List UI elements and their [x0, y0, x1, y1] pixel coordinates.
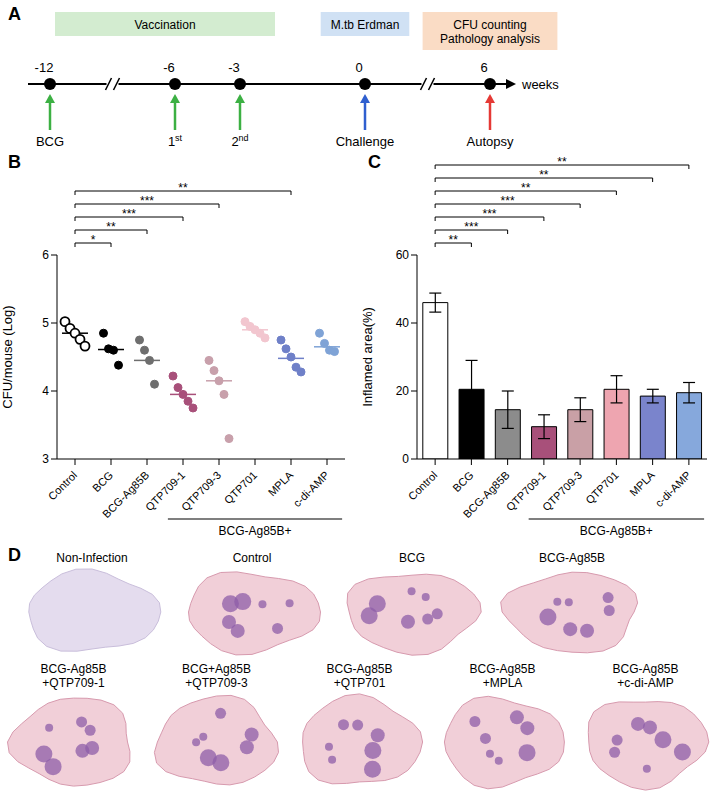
svg-text:***: ***: [464, 220, 478, 234]
svg-text:60: 60: [396, 248, 410, 262]
svg-text:Non-Infection: Non-Infection: [56, 551, 127, 565]
svg-text:**: **: [449, 233, 459, 247]
svg-text:+QTP701: +QTP701: [334, 676, 386, 690]
svg-text:***: ***: [140, 194, 154, 208]
svg-text:+QTP709-1: +QTP709-1: [42, 676, 105, 690]
svg-text:***: ***: [501, 194, 515, 208]
svg-text:c-di-AMP: c-di-AMP: [653, 469, 693, 509]
svg-text:A: A: [8, 4, 21, 24]
svg-text:Inflamed area(%): Inflamed area(%): [360, 307, 375, 407]
svg-text:-3: -3: [228, 60, 240, 75]
svg-text:***: ***: [482, 207, 496, 221]
svg-text:-6: -6: [163, 60, 175, 75]
svg-text:4: 4: [42, 384, 49, 398]
svg-text:Control: Control: [46, 469, 80, 503]
svg-text:BCG-Ag85B: BCG-Ag85B: [326, 662, 392, 676]
svg-text:**: **: [539, 168, 549, 182]
svg-text:QTP701: QTP701: [583, 469, 620, 506]
svg-text:BCG-Ag85B: BCG-Ag85B: [461, 469, 512, 520]
svg-text:***: ***: [122, 207, 136, 221]
svg-text:+QTP709-3: +QTP709-3: [185, 676, 248, 690]
svg-text:BCG-Ag85B+: BCG-Ag85B+: [218, 524, 291, 538]
svg-text:Control: Control: [406, 469, 440, 503]
svg-text:Autopsy: Autopsy: [467, 134, 514, 149]
svg-text:BCG: BCG: [399, 551, 425, 565]
svg-text:**: **: [557, 155, 567, 169]
svg-text:2nd: 2nd: [231, 133, 248, 149]
svg-text:40: 40: [396, 316, 410, 330]
svg-text:BCG-Ag85B: BCG-Ag85B: [539, 551, 605, 565]
svg-text:QTP701: QTP701: [222, 469, 259, 506]
svg-text:0: 0: [402, 452, 409, 466]
svg-text:MPLA: MPLA: [266, 468, 296, 498]
svg-text:BCG: BCG: [450, 469, 475, 494]
svg-text:5: 5: [42, 316, 49, 330]
svg-text:QTP709-3: QTP709-3: [540, 469, 584, 513]
svg-text:**: **: [521, 181, 531, 195]
svg-text:+c-di-AMP: +c-di-AMP: [617, 676, 673, 690]
svg-text:BCG-Ag85B+: BCG-Ag85B+: [580, 524, 653, 538]
svg-text:-12: -12: [35, 60, 54, 75]
svg-text:6: 6: [480, 60, 487, 75]
svg-text:BCG-Ag85B: BCG-Ag85B: [40, 662, 106, 676]
svg-text:**: **: [178, 181, 188, 195]
svg-text:QTP709-1: QTP709-1: [503, 468, 549, 514]
svg-text:BCG-Ag85B: BCG-Ag85B: [469, 662, 535, 676]
svg-text:D: D: [8, 545, 21, 565]
svg-text:BCG+Ag85B: BCG+Ag85B: [182, 662, 251, 676]
svg-text:20: 20: [396, 384, 410, 398]
svg-text:B: B: [8, 152, 21, 172]
svg-text:CFU/mouse (Log): CFU/mouse (Log): [0, 305, 15, 408]
svg-text:QTP709-1: QTP709-1: [142, 468, 188, 514]
svg-text:Pathology analysis: Pathology analysis: [440, 32, 540, 46]
svg-text:BCG-Ag85B: BCG-Ag85B: [612, 662, 678, 676]
svg-text:**: **: [106, 220, 116, 234]
svg-text:1st: 1st: [168, 133, 183, 149]
svg-text:BCG-Ag85B: BCG-Ag85B: [100, 469, 151, 520]
svg-text:*: *: [91, 233, 96, 247]
svg-text:M.tb Erdman: M.tb Erdman: [331, 18, 400, 32]
svg-text:BCG: BCG: [36, 134, 64, 149]
svg-text:Control: Control: [233, 551, 272, 565]
svg-text:MPLA: MPLA: [627, 468, 657, 498]
svg-text:CFU counting: CFU counting: [453, 18, 526, 32]
svg-text:+MPLA: +MPLA: [483, 676, 523, 690]
svg-text:6: 6: [42, 248, 49, 262]
svg-text:c-di-AMP: c-di-AMP: [291, 469, 331, 509]
svg-text:weeks: weeks: [521, 77, 559, 92]
svg-text:3: 3: [42, 452, 49, 466]
svg-text:QTP709-3: QTP709-3: [179, 469, 223, 513]
svg-text:Vaccination: Vaccination: [134, 18, 195, 32]
svg-text:C: C: [368, 152, 381, 172]
svg-text:0: 0: [355, 60, 362, 75]
svg-text:Challenge: Challenge: [336, 134, 395, 149]
svg-text:BCG: BCG: [90, 469, 115, 494]
